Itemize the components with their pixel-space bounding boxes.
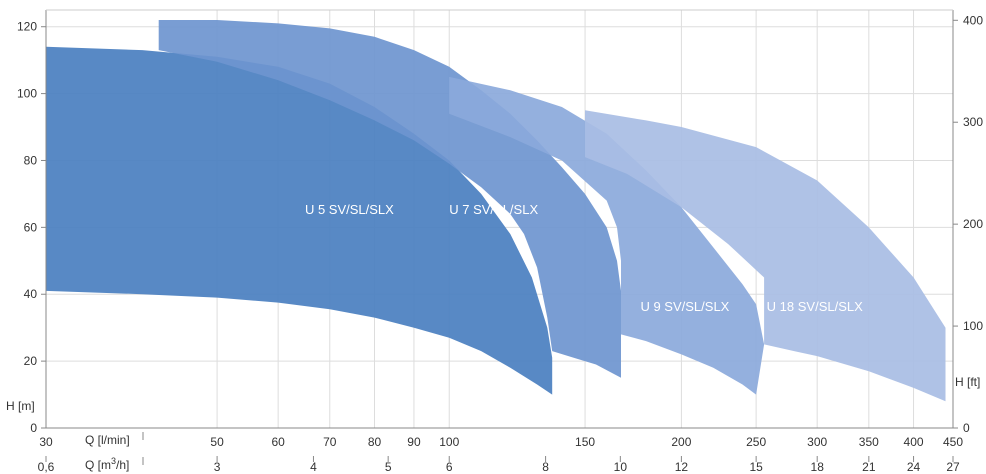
x-tick-label-m3h: 5: [385, 460, 392, 474]
y-tick-label-m: 20: [24, 354, 38, 368]
y-tick-label-m: 100: [17, 87, 37, 101]
series-label: U 7 SV/SL/SLX: [449, 202, 538, 217]
x-tick-label-m3h: 4: [310, 460, 317, 474]
series-area: [585, 110, 946, 402]
y-tick-label-ft: 300: [963, 115, 983, 129]
axes: [45, 9, 954, 429]
y-tick-label-m: 80: [24, 153, 38, 167]
y-tick-label-ft: 0: [963, 421, 970, 435]
y-axis-title-left: H [m]: [6, 399, 35, 413]
x-tick-label-lpm: 300: [807, 435, 827, 449]
series-areas: [46, 20, 946, 402]
x-tick-label-m3h: 24: [907, 460, 921, 474]
x-tick-label-m3h: 15: [749, 460, 763, 474]
x-tick-label-lpm: 30: [39, 435, 53, 449]
series-area: [449, 76, 765, 395]
series-label: U 18 SV/SL/SLX: [767, 299, 863, 314]
x-tick-label-m3h: 6: [446, 460, 453, 474]
x-tick-label-m3h: 27: [946, 460, 960, 474]
y-tick-label-ft: 400: [963, 13, 983, 27]
series-area: [158, 20, 621, 378]
y-tick-label-ft: 100: [963, 319, 983, 333]
x-tick-label-lpm: 450: [943, 435, 963, 449]
series-label: U 9 SV/SL/SLX: [640, 299, 729, 314]
x-tick-label-m3h: 21: [862, 460, 876, 474]
series-area: [46, 46, 553, 395]
x-tick-label-lpm: 90: [407, 435, 421, 449]
x-tick-label-m3h: 8: [542, 460, 549, 474]
x-axis-title-m3h: Q [m3/h]: [85, 456, 129, 472]
x-axis-title-lpm: Q [l/min]: [85, 433, 130, 447]
x-tick-label-m3h: 0,6: [38, 460, 55, 474]
x-tick-label-m3h: 18: [811, 460, 825, 474]
x-tick-label-lpm: 80: [368, 435, 382, 449]
x-tick-label-lpm: 50: [210, 435, 224, 449]
x-tick-label-lpm: 400: [904, 435, 924, 449]
x-tick-label-lpm: 350: [859, 435, 879, 449]
x-tick-label-m3h: 3: [214, 460, 221, 474]
series-label: U 5 SV/SL/SLX: [305, 202, 394, 217]
y-tick-label-m: 0: [30, 421, 37, 435]
y-tick-label-m: 40: [24, 287, 38, 301]
y-tick-label-m: 60: [24, 220, 38, 234]
x-tick-label-lpm: 70: [323, 435, 337, 449]
y-axis-title-right: H [ft]: [955, 375, 980, 389]
x-tick-label-lpm: 100: [439, 435, 459, 449]
x-tick-label-lpm: 60: [271, 435, 285, 449]
y-tick-label-ft: 200: [963, 217, 983, 231]
x-tick-label-lpm: 200: [671, 435, 691, 449]
x-tick-label-lpm: 250: [746, 435, 766, 449]
y-tick-label-m: 120: [17, 20, 37, 34]
x-tick-label-m3h: 12: [675, 460, 689, 474]
x-tick-label-m3h: 10: [614, 460, 628, 474]
x-tick-label-lpm: 150: [575, 435, 595, 449]
series-labels: U 5 SV/SL/SLX U 7 SV/SL/SLX U 9 SV/SL/SLX U…: [305, 202, 863, 314]
